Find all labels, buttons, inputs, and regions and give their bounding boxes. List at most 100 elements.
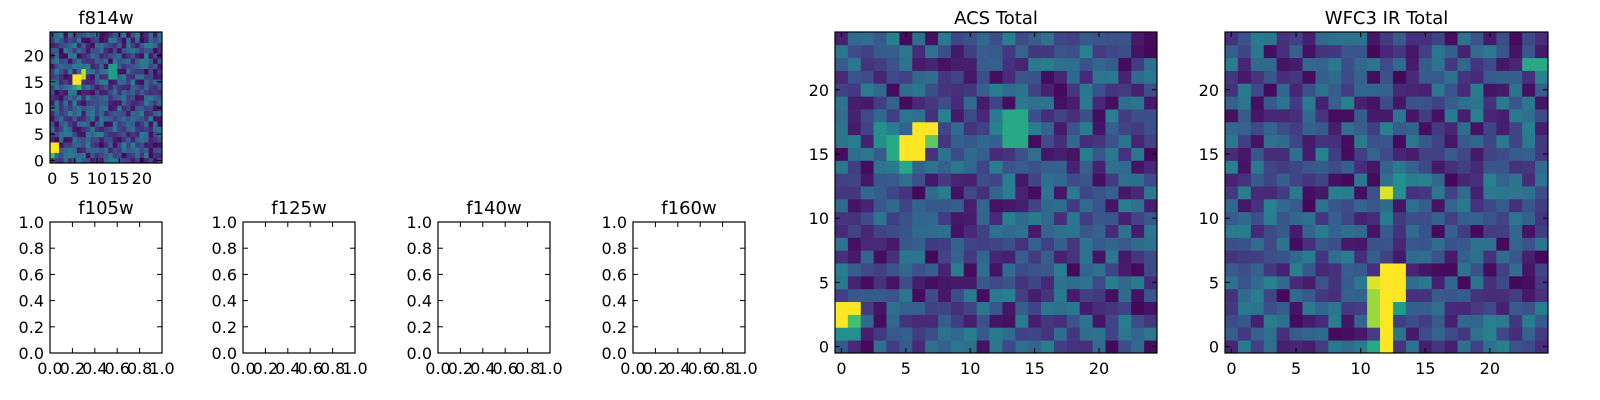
heatmap-cell bbox=[1131, 109, 1145, 123]
heatmap-cell bbox=[76, 68, 82, 75]
heatmap-cell bbox=[81, 47, 87, 54]
heatmap-cell bbox=[72, 94, 78, 101]
heatmap-cell bbox=[1483, 198, 1497, 213]
heatmap-cell bbox=[1444, 109, 1458, 123]
x-tick-label: 0 bbox=[47, 169, 57, 188]
heatmap-cell bbox=[835, 211, 849, 225]
x-tick-label: 0.4 bbox=[275, 359, 300, 378]
heatmap-cell bbox=[1328, 32, 1342, 46]
heatmap-cell bbox=[76, 121, 82, 127]
heatmap-cell bbox=[976, 32, 990, 46]
heatmap-cell bbox=[94, 147, 100, 153]
heatmap-cell bbox=[1405, 186, 1420, 200]
heatmap-cell bbox=[912, 147, 926, 161]
heatmap-cell bbox=[1392, 134, 1407, 148]
heatmap-cell bbox=[1328, 121, 1342, 136]
heatmap-cell bbox=[135, 136, 140, 143]
heatmap-cell bbox=[925, 224, 939, 238]
heatmap-cell bbox=[1105, 250, 1119, 264]
heatmap-cell bbox=[1015, 96, 1029, 110]
heatmap-cell bbox=[54, 32, 60, 38]
heatmap-cell bbox=[130, 47, 136, 54]
heatmap-cell bbox=[1405, 288, 1420, 303]
heatmap-cell bbox=[148, 42, 154, 49]
heatmap-cell bbox=[1380, 134, 1394, 148]
heatmap-cell bbox=[1341, 237, 1355, 251]
heatmap-cell bbox=[1444, 121, 1458, 136]
heatmap-cell bbox=[1418, 44, 1433, 59]
heatmap-cell bbox=[148, 105, 154, 111]
heatmap-cell bbox=[1341, 96, 1355, 110]
heatmap-cell bbox=[1144, 275, 1158, 290]
heatmap-cell bbox=[1418, 198, 1433, 213]
heatmap-cell bbox=[847, 263, 862, 277]
heatmap-cell bbox=[1341, 32, 1355, 46]
heatmap-cell bbox=[1444, 44, 1458, 59]
heatmap-cell bbox=[54, 68, 60, 75]
heatmap-cell bbox=[976, 109, 990, 123]
heatmap-cell bbox=[1118, 301, 1132, 315]
heatmap-cell bbox=[1457, 44, 1471, 59]
heatmap-cell bbox=[117, 126, 123, 132]
heatmap-cell bbox=[1392, 186, 1407, 200]
heatmap-cell bbox=[103, 84, 109, 91]
heatmap-cell bbox=[58, 126, 64, 132]
heatmap-cell bbox=[1367, 32, 1381, 46]
heatmap-cell bbox=[873, 57, 887, 71]
heatmap-cell bbox=[90, 73, 96, 80]
axes-frame bbox=[632, 221, 746, 354]
heatmap-cell bbox=[938, 83, 952, 97]
heatmap-cell bbox=[1250, 263, 1265, 277]
x-tick-label: 0.0 bbox=[230, 359, 255, 378]
heatmap-cell bbox=[950, 134, 965, 148]
heatmap-cell bbox=[1053, 109, 1068, 123]
heatmap-cell bbox=[1457, 96, 1471, 110]
heatmap-cell bbox=[1380, 121, 1394, 136]
heatmap-cell bbox=[108, 121, 114, 127]
heatmap-cell bbox=[1225, 288, 1239, 303]
heatmap-cell bbox=[148, 157, 154, 164]
y-tick-label: 0.6 bbox=[212, 265, 237, 284]
heatmap-cell bbox=[1289, 224, 1303, 238]
heatmap-cell bbox=[1405, 121, 1420, 136]
heatmap-cell bbox=[1002, 109, 1016, 123]
heatmap-cell bbox=[1002, 147, 1016, 161]
heatmap-cell bbox=[1144, 327, 1158, 341]
heatmap-cell bbox=[1263, 32, 1278, 46]
heatmap-cell bbox=[847, 147, 862, 161]
x-tick-label: 0.8 bbox=[320, 359, 345, 378]
heatmap-cell bbox=[81, 157, 87, 164]
heatmap-cell bbox=[989, 134, 1003, 148]
heatmap-cell bbox=[1066, 96, 1081, 110]
heatmap-cell bbox=[1015, 70, 1029, 84]
heatmap-cell bbox=[144, 79, 149, 85]
heatmap-cell bbox=[72, 115, 78, 122]
heatmap-cell bbox=[58, 32, 64, 38]
heatmap-cell bbox=[1015, 263, 1029, 277]
heatmap-cell bbox=[976, 198, 990, 213]
heatmap-cell bbox=[1002, 211, 1016, 225]
heatmap-cell bbox=[112, 32, 118, 38]
heatmap-cell bbox=[153, 63, 158, 70]
heatmap-cell bbox=[938, 173, 952, 187]
heatmap-cell bbox=[117, 42, 123, 49]
heatmap-cell bbox=[886, 160, 900, 174]
heatmap-cell bbox=[1367, 186, 1381, 200]
heatmap-cell bbox=[126, 42, 132, 49]
heatmap-cell bbox=[1496, 237, 1510, 251]
heatmap-cell bbox=[1431, 44, 1446, 59]
heatmap-cell bbox=[1496, 275, 1510, 290]
heatmap-cell bbox=[938, 147, 952, 161]
heatmap-cell bbox=[1225, 109, 1239, 123]
heatmap-cell bbox=[126, 63, 132, 70]
heatmap-cell bbox=[1535, 160, 1549, 174]
heatmap-cell bbox=[1431, 288, 1446, 303]
heatmap-cell bbox=[1289, 44, 1303, 59]
heatmap-cell bbox=[886, 275, 900, 290]
heatmap-cell bbox=[1380, 83, 1394, 97]
heatmap-cell bbox=[1118, 263, 1132, 277]
heatmap-cell bbox=[1028, 250, 1042, 264]
heatmap-cell bbox=[139, 94, 145, 101]
heatmap-cell bbox=[81, 68, 87, 75]
heatmap-cell bbox=[938, 57, 952, 71]
